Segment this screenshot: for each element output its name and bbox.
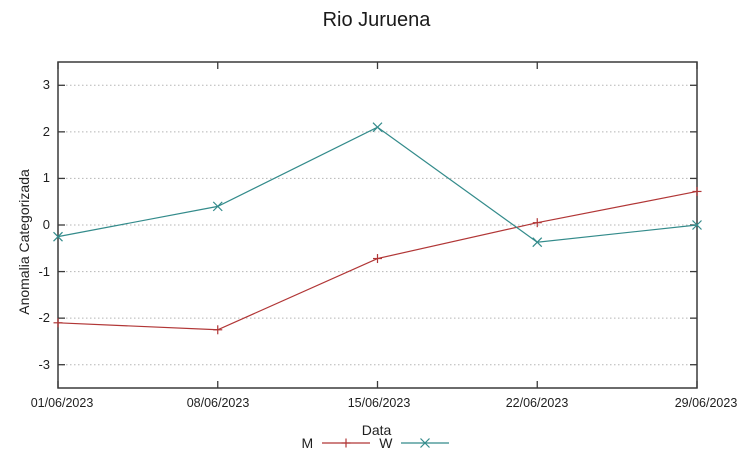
y-tick-label: 0 [42, 217, 50, 232]
legend-label-w: W [379, 435, 393, 451]
legend-label-m: M [301, 435, 314, 451]
legend-sample-m [322, 438, 371, 448]
y-tick-label: 3 [42, 77, 50, 92]
y-axis-label: Anomalia Categorizada [16, 169, 32, 315]
legend: M W [0, 435, 753, 451]
y-tick-label: -3 [38, 357, 50, 372]
y-tick-label: 1 [42, 170, 50, 185]
y-tick-label: -1 [38, 264, 50, 279]
x-tick-label: 22/06/2023 [505, 396, 569, 410]
y-tick-label: 2 [42, 124, 50, 139]
x-tick-label: 08/06/2023 [186, 396, 250, 410]
x-tick-label: 01/06/2023 [30, 396, 94, 410]
y-tick-label: -2 [38, 310, 50, 325]
legend-sample-w [401, 438, 450, 448]
x-axis-label: Data [361, 422, 392, 438]
x-tick-label: 15/06/2023 [347, 396, 411, 410]
x-tick-label: 29/06/2023 [674, 396, 738, 410]
chart-title: Rio Juruena [322, 9, 431, 31]
